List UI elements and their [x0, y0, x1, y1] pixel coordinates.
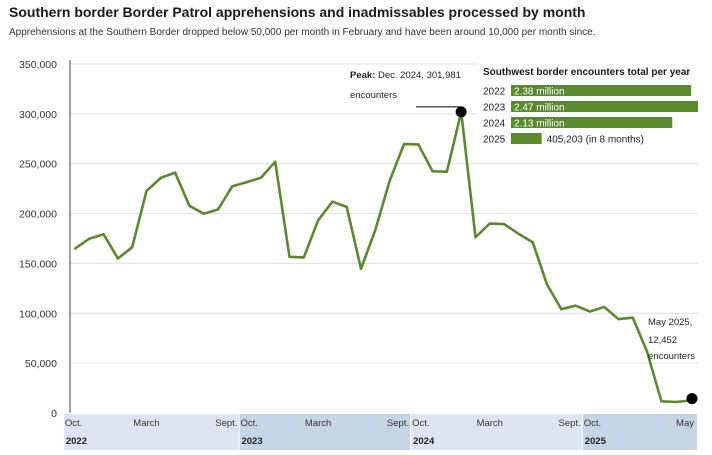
inset-bar [511, 101, 698, 112]
y-tick-label: 350,000 [19, 59, 57, 71]
x-tick-label: May [676, 418, 694, 429]
inset-year-label: 2022 [483, 87, 506, 98]
inset-bar [511, 117, 673, 128]
y-tick-label: 200,000 [19, 209, 57, 221]
data-point [173, 171, 177, 174]
x-tick-label: Sept. [387, 418, 409, 429]
x-tick-label: Oct. [65, 418, 82, 429]
data-point [388, 179, 391, 182]
data-point [602, 305, 606, 309]
fiscal-year-label: 2025 [585, 436, 607, 447]
x-tick-label: March [305, 418, 331, 429]
fiscal-year-label: 2022 [66, 436, 87, 447]
inset-bar-label: 2.38 million [514, 87, 565, 98]
inset-year-label: 2024 [483, 119, 506, 130]
data-point [645, 350, 649, 353]
data-point [188, 204, 191, 207]
data-point [517, 232, 520, 235]
chart-title: Southern border Border Patrol apprehensi… [9, 4, 586, 20]
peak-marker [455, 106, 467, 118]
latest-annotation-line2: 12,452 [648, 335, 677, 346]
data-point [588, 310, 592, 313]
inset-year-label: 2025 [483, 135, 506, 146]
series-line [74, 110, 691, 404]
inset-bar-label: 405,203 (in 8 months) [547, 135, 644, 146]
fiscal-year-band [582, 414, 697, 450]
inset-bar-label: 2.13 million [514, 119, 565, 130]
data-point [259, 176, 263, 179]
data-point [502, 222, 506, 226]
data-point [159, 176, 163, 180]
data-point [116, 257, 120, 260]
data-point [631, 316, 634, 319]
data-point [574, 304, 577, 307]
y-tick-label: 250,000 [19, 159, 57, 171]
data-point [617, 317, 620, 321]
data-point [431, 170, 434, 173]
peak-annotation-line2: encounters [350, 90, 397, 101]
peak-text: Dec. 2024, 301,981 [375, 70, 461, 81]
y-tick-label: 50,000 [25, 358, 57, 370]
data-point [274, 160, 277, 163]
latest-annotation-line3: encounters [648, 351, 695, 362]
data-point [445, 170, 449, 173]
y-tick-label: 0 [51, 408, 57, 420]
data-point [417, 143, 420, 146]
fiscal-year-label: 2024 [413, 436, 435, 447]
x-tick-label: Oct. [240, 418, 257, 429]
data-point [145, 189, 148, 193]
x-tick-label: Sept. [559, 418, 581, 429]
inset-title: Southwest border encounters total per ye… [483, 67, 690, 78]
fiscal-year-label: 2023 [241, 436, 262, 447]
data-point [545, 283, 549, 286]
data-point [359, 267, 363, 271]
data-point [374, 228, 377, 232]
x-tick-label: Oct. [584, 418, 601, 429]
data-point [674, 400, 677, 404]
data-point [474, 236, 477, 239]
data-point [402, 142, 406, 146]
data-point [288, 255, 291, 259]
x-tick-label: March [477, 418, 503, 429]
data-point [131, 245, 134, 249]
inset-bar-label: 2.47 million [514, 103, 565, 114]
data-point [88, 237, 91, 240]
chart-subtitle: Apprehensions at the Southern Border dro… [9, 27, 596, 38]
fiscal-year-band [63, 414, 239, 450]
data-point [560, 307, 563, 311]
x-tick-label: March [133, 418, 159, 429]
y-tick-label: 300,000 [19, 109, 57, 121]
inset-bar [511, 85, 692, 96]
x-tick-label: Sept. [215, 418, 237, 429]
data-point [660, 400, 663, 403]
data-point [488, 222, 491, 225]
data-point [245, 180, 248, 184]
y-tick-label: 100,000 [19, 308, 57, 320]
data-point [73, 247, 77, 250]
inset-bar [511, 133, 542, 144]
fiscal-year-band [411, 414, 582, 450]
latest-marker [686, 393, 698, 405]
latest-annotation-line1: May 2025, [648, 317, 692, 328]
fiscal-year-band [239, 414, 411, 450]
inset-year-label: 2023 [483, 103, 506, 114]
peak-label: Peak: [350, 70, 375, 81]
data-point [345, 205, 348, 209]
y-tick-label: 150,000 [19, 258, 57, 270]
data-point [231, 184, 234, 188]
data-point [302, 256, 306, 259]
data-point [202, 212, 205, 215]
data-point [216, 208, 220, 211]
data-point [531, 240, 534, 244]
data-point [102, 233, 105, 236]
x-tick-label: Oct. [412, 418, 429, 429]
data-point [316, 219, 320, 222]
data-point [331, 200, 334, 203]
peak-annotation: Peak: Dec. 2024, 301,981 [350, 70, 461, 81]
